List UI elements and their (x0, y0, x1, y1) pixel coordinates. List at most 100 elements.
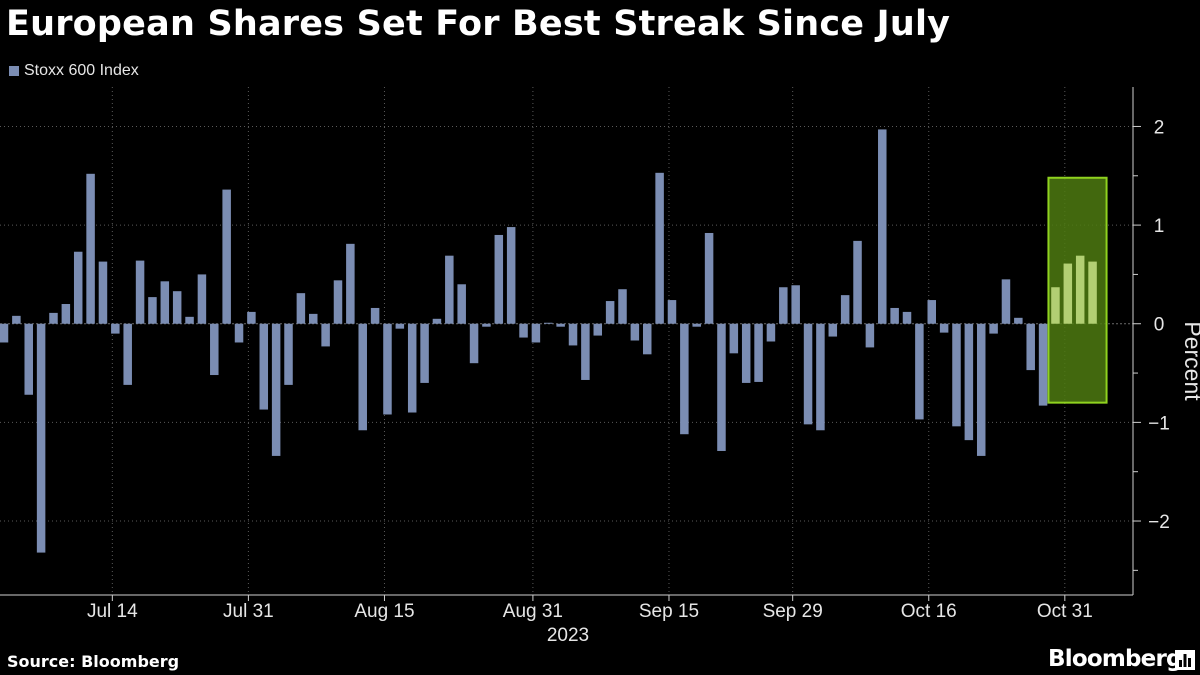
bar (655, 172, 664, 324)
bar (222, 189, 231, 324)
bar (469, 323, 479, 364)
bar (853, 240, 862, 324)
bar (111, 323, 120, 334)
bar (123, 323, 132, 385)
x-tick-label: Jul 31 (223, 601, 274, 622)
bar (828, 323, 838, 337)
y-axis-label: Percent (1180, 321, 1200, 401)
bar (210, 323, 219, 376)
bar (160, 281, 170, 324)
bar (840, 295, 850, 324)
bar (692, 323, 701, 327)
bar (544, 322, 553, 324)
legend-swatch (9, 66, 19, 76)
bar (383, 323, 392, 415)
bar (717, 323, 726, 451)
bar (197, 274, 207, 324)
bar (1014, 317, 1023, 324)
bar (370, 307, 380, 324)
legend: Stoxx 600 Index (9, 62, 139, 80)
bar (247, 311, 256, 324)
bar (519, 323, 528, 338)
bar (939, 323, 949, 333)
x-axis-year-label: 2023 (547, 625, 589, 646)
bar (61, 304, 71, 324)
bar (605, 301, 615, 324)
bar (36, 323, 46, 553)
bar (259, 323, 269, 410)
y-tick-label: 1 (1154, 216, 1165, 237)
bar (630, 323, 640, 341)
bar (73, 251, 83, 324)
bar (271, 323, 281, 456)
y-tick-label: −1 (1148, 413, 1170, 434)
bar (457, 284, 466, 324)
bar (779, 287, 788, 324)
x-tick-label: Oct 31 (1037, 601, 1093, 622)
bar (741, 323, 751, 383)
bar (729, 323, 739, 354)
bars (0, 129, 1097, 553)
bar (420, 323, 429, 383)
bar (12, 315, 21, 324)
y-tick-label: 2 (1154, 117, 1165, 138)
x-tick-label: Aug 15 (354, 601, 414, 622)
bar (1001, 279, 1011, 324)
chart-title: European Shares Set For Best Streak Sinc… (6, 4, 951, 44)
bar (148, 297, 157, 324)
x-tick-label: Sep 15 (639, 601, 699, 622)
bar (234, 323, 244, 343)
x-tick-label: Oct 16 (901, 601, 957, 622)
bar (358, 323, 367, 431)
bar (395, 323, 405, 329)
bar (890, 307, 899, 324)
bar (494, 234, 504, 324)
bar (284, 323, 293, 385)
bar (865, 323, 875, 348)
bar (346, 243, 355, 324)
x-tick-label: Sep 29 (763, 601, 823, 622)
bar (185, 316, 194, 324)
bar (803, 323, 813, 425)
bar (754, 323, 763, 382)
bar (1088, 261, 1097, 324)
bar (321, 323, 330, 347)
source-note: Source: Bloomberg (7, 652, 180, 671)
bar (296, 293, 306, 324)
bar (1051, 287, 1060, 324)
legend-label: Stoxx 600 Index (24, 62, 139, 79)
bar (1038, 323, 1048, 406)
gridlines (0, 87, 1133, 595)
bar (704, 232, 714, 324)
x-axis: Jul 14 Jul 31 Aug 15 Aug 31 Sep 15 Sep 29 Oct … (0, 594, 1133, 646)
bar (531, 323, 541, 343)
bar (333, 280, 343, 324)
bar (618, 289, 627, 324)
bar (581, 323, 590, 380)
bar (1026, 323, 1035, 371)
bar (309, 313, 318, 324)
bar (432, 318, 442, 324)
bar (680, 323, 689, 435)
bar (24, 323, 33, 395)
bar (952, 323, 961, 427)
bar (642, 323, 652, 355)
bar (964, 323, 974, 441)
bar (593, 323, 603, 336)
bar (667, 300, 677, 324)
bar (791, 285, 800, 324)
bar (98, 261, 108, 324)
bar (1063, 263, 1073, 324)
bar (86, 173, 95, 324)
bar (482, 323, 491, 327)
bar (766, 323, 776, 342)
bar (445, 255, 454, 324)
chart-logo-icon (1175, 650, 1195, 670)
bar (878, 129, 887, 324)
bar (506, 227, 516, 324)
y-tick-label: −2 (1148, 512, 1170, 533)
bloomberg-logo: Bloomberg (1048, 646, 1182, 672)
bar (915, 323, 924, 420)
bar (976, 323, 986, 456)
